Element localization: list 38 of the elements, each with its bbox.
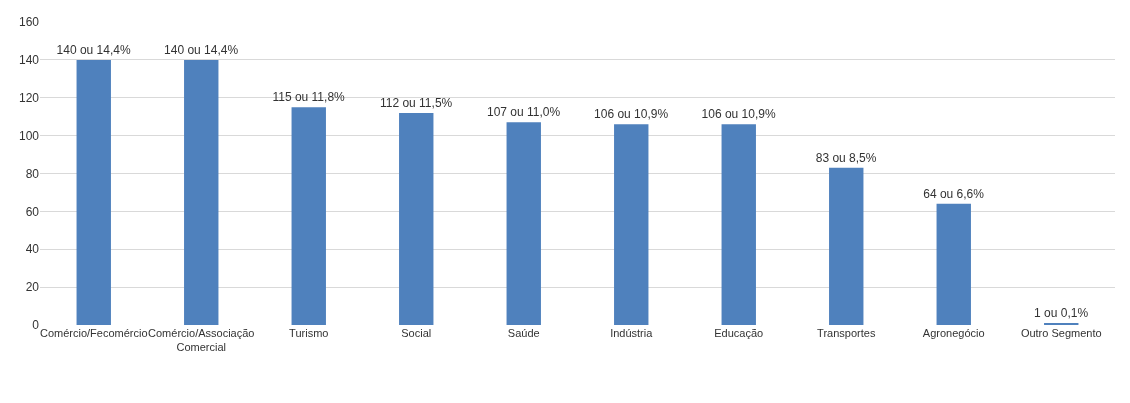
- y-tick-label: 80: [25, 166, 40, 181]
- bar: [936, 203, 971, 325]
- y-tick-label: 40: [25, 242, 40, 257]
- x-tick-label: Transportes: [817, 327, 876, 339]
- bar: [721, 124, 756, 325]
- data-label: 64 ou 6,6%: [923, 186, 985, 201]
- x-tick-label: Social: [401, 327, 432, 339]
- data-label: 115 ou 11,8%: [272, 90, 346, 105]
- bar: [76, 59, 111, 325]
- x-tick-label: Outro Segmento: [1020, 327, 1102, 339]
- x-tick-label: Indústria: [610, 327, 654, 339]
- bar: [184, 59, 219, 325]
- bar: [506, 122, 541, 325]
- data-label: 140 ou 14,4%: [56, 42, 131, 57]
- y-tick-label: 100: [18, 128, 40, 143]
- data-label: 106 ou 10,9%: [701, 107, 776, 122]
- x-tick-label: Educação: [714, 327, 764, 339]
- x-tick-label: Comércio/Fecomércio: [39, 327, 148, 339]
- y-tick-label: 120: [18, 90, 40, 105]
- x-tick-label: Comércio/Associação Comercial: [148, 327, 255, 354]
- y-tick-label: 0: [32, 318, 40, 333]
- y-tick-label: 20: [25, 280, 40, 295]
- data-label: 112 ou 11,5%: [379, 95, 453, 110]
- x-tick-label: Turismo: [289, 327, 329, 339]
- x-tick-label: Agronegócio: [922, 327, 985, 339]
- x-tick-label: Saúde: [507, 327, 540, 339]
- y-tick-label: 60: [25, 204, 40, 219]
- bar: [614, 124, 649, 325]
- y-tick-label: 140: [18, 53, 40, 68]
- data-label: 140 ou 14,4%: [164, 42, 239, 57]
- bar: [829, 167, 864, 325]
- data-label: 1 ou 0,1%: [1034, 306, 1089, 320]
- bar: [399, 112, 434, 325]
- data-label: 107 ou 11,0%: [487, 105, 561, 120]
- bar: [291, 107, 326, 325]
- y-tick-label: 160: [18, 15, 40, 30]
- data-label: 83 ou 8,5%: [815, 150, 877, 165]
- data-label: 106 ou 10,9%: [594, 107, 669, 122]
